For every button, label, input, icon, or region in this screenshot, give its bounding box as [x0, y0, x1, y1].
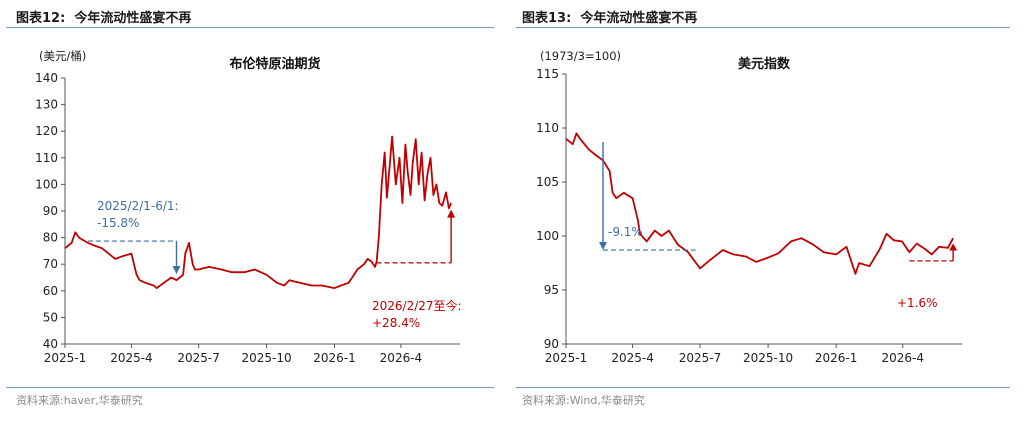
top-rule [516, 27, 1010, 28]
x-tick-label: 2025-1 [545, 351, 588, 365]
rise-arrow-head [447, 209, 456, 218]
y-tick-label: 50 [43, 310, 58, 324]
unit-label: (1973/3=100) [540, 49, 621, 63]
x-tick-label: 2025-7 [679, 351, 722, 365]
source-note: 资料来源:Wind,华泰研究 [522, 394, 645, 407]
rise-value: +28.4% [372, 316, 420, 330]
decline-label: -9.1% [608, 225, 643, 239]
x-tick-label: 2026-4 [882, 351, 925, 365]
y-tick-label: 100 [536, 229, 559, 243]
y-tick-label: 90 [544, 337, 559, 351]
y-tick-label: 60 [43, 284, 58, 298]
figure-title: 图表12: 今年流动性盛宴不再 [16, 7, 191, 26]
series-line [64, 135, 452, 290]
x-tick-label: 2025-1 [44, 351, 87, 365]
y-tick-label: 40 [43, 337, 58, 351]
decline-label: 2025/2/1-6/1: [97, 199, 179, 213]
figure-brent: 图表12: 今年流动性盛宴不再 (美元/桶) 布伦特原油期货 40 50 60 70 80 9… [0, 0, 500, 423]
brent-chart: (美元/桶) 布伦特原油期货 40 50 60 70 80 90 100 110 120 130 140… [35, 49, 462, 365]
figure-title: 图表13: 今年流动性盛宴不再 [522, 7, 697, 26]
x-tick-label: 2026-1 [815, 351, 858, 365]
source-note: 资料来源:haver,华泰研究 [16, 394, 143, 407]
y-tick-label: 120 [35, 124, 58, 138]
y-tick-label: 95 [544, 283, 559, 297]
x-tick-label: 2025-4 [611, 351, 654, 365]
x-tick-label: 2026-1 [313, 351, 356, 365]
figure-caption: 今年流动性盛宴不再 [580, 11, 698, 26]
figure-caption: 今年流动性盛宴不再 [74, 11, 192, 26]
x-tick-label: 2025-10 [743, 351, 793, 365]
figure-dxy: 图表13: 今年流动性盛宴不再 (1973/3=100) 美元指数 90 95 100 1… [512, 0, 1024, 423]
bottom-rule [6, 387, 494, 388]
bottom-rule [516, 387, 1010, 388]
x-tick-label: 2025-7 [177, 351, 220, 365]
figure-label: 图表12: [16, 11, 66, 26]
x-tick-label: 2025-10 [241, 351, 291, 365]
x-tick-label: 2026-4 [380, 351, 423, 365]
rise-label: +1.6% [897, 296, 938, 310]
decline-arrow-head [172, 266, 181, 275]
y-tick-label: 130 [35, 98, 58, 112]
y-tick-label: 115 [536, 67, 559, 81]
y-tick-label: 105 [536, 175, 559, 189]
y-tick-label: 100 [35, 177, 58, 191]
x-tick-label: 2025-4 [110, 351, 153, 365]
figure-label: 图表13: [522, 11, 572, 26]
series-line [565, 132, 954, 275]
decline-arrow-head [599, 242, 608, 251]
rise-label: 2026/2/27至今: [372, 298, 462, 313]
chart-title: 美元指数 [738, 56, 791, 72]
y-tick-label: 70 [43, 257, 58, 271]
rise-arrow-head [949, 243, 958, 251]
top-rule [6, 27, 494, 28]
y-tick-label: 110 [536, 121, 559, 135]
dxy-chart: (1973/3=100) 美元指数 90 95 100 105 110 115 2025-1 20… [536, 49, 962, 365]
y-tick-label: 110 [35, 151, 58, 165]
y-tick-label: 80 [43, 231, 58, 245]
unit-label: (美元/桶) [39, 49, 86, 63]
chart-title: 布伦特原油期货 [229, 56, 320, 72]
decline-value: -15.8% [97, 216, 139, 230]
y-tick-label: 90 [43, 204, 58, 218]
y-tick-label: 140 [35, 71, 58, 85]
